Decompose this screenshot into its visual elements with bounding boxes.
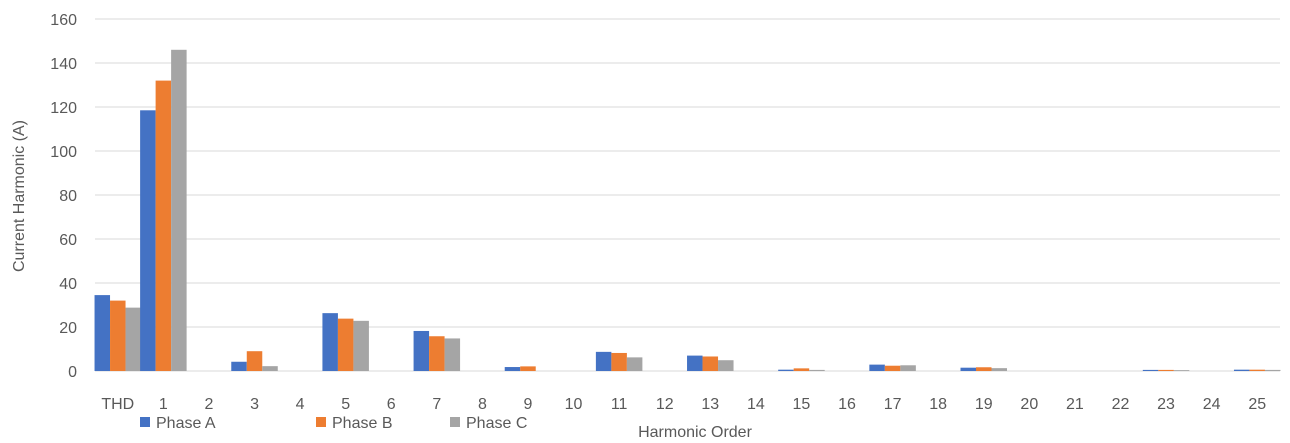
legend-swatch (140, 417, 150, 427)
x-tick-label: 13 (701, 396, 719, 413)
bar-phase-b (155, 80, 172, 371)
bar-phase-c (171, 49, 187, 372)
legend-label: Phase B (332, 415, 392, 432)
bar-phase-b (520, 366, 536, 371)
bar-phase-a (960, 367, 976, 371)
bar-phase-b (976, 367, 992, 371)
x-tick-label: 15 (793, 396, 811, 413)
bar-phase-b (1158, 369, 1174, 371)
bar-phase-a (778, 369, 794, 371)
x-tick-label: 23 (1157, 396, 1175, 413)
bar-phase-b (611, 352, 627, 371)
x-tick-label: 9 (524, 396, 533, 413)
bar-phase-b (1249, 369, 1265, 371)
bar-phase-c (1264, 369, 1281, 371)
bar-phase-a (1233, 369, 1250, 371)
bar-phase-b (702, 356, 719, 371)
bar-phase-b (884, 365, 901, 371)
x-tick-label: 20 (1020, 396, 1038, 413)
y-tick-label: 0 (68, 364, 77, 381)
bar-phase-c (262, 366, 278, 371)
x-tick-label: 8 (478, 396, 487, 413)
x-tick-label: 17 (884, 396, 902, 413)
bar-phase-a (504, 367, 521, 371)
y-tick-label: 40 (59, 276, 77, 293)
y-tick-label: 120 (50, 100, 77, 117)
x-tick-label: 25 (1248, 396, 1266, 413)
bar-phase-a (869, 364, 885, 371)
x-tick-label: 21 (1066, 396, 1084, 413)
legend-label: Phase C (466, 415, 527, 432)
gridlines (95, 18, 1280, 372)
bar-phase-a (322, 313, 338, 371)
y-tick-label: 100 (50, 144, 77, 161)
x-tick-label: 4 (296, 396, 305, 413)
x-tick-label: 18 (929, 396, 947, 413)
y-axis-title: Current Harmonic (A) (11, 120, 28, 272)
x-tick-label: 19 (975, 396, 993, 413)
bar-phase-b (793, 368, 810, 371)
x-tick-label: 6 (387, 396, 396, 413)
y-tick-labels: 0 20 40 60 80 100 120 140 160 (50, 12, 77, 381)
bar-phase-a (231, 361, 247, 371)
bar-phase-c (900, 365, 916, 371)
y-tick-label: 60 (59, 232, 77, 249)
bar-phase-c (718, 360, 734, 371)
y-tick-label: 80 (59, 188, 77, 205)
bar-phase-b (246, 351, 263, 371)
x-tick-label: 12 (656, 396, 674, 413)
x-tick-label: 1 (159, 396, 168, 413)
bar-phase-c (125, 307, 142, 371)
bar-phase-a (1142, 369, 1159, 371)
bar-phase-c (1173, 370, 1190, 371)
x-tick-label: 10 (565, 396, 583, 413)
y-tick-label: 160 (50, 12, 77, 29)
x-tick-label: 2 (204, 396, 213, 413)
bar-phase-c (444, 338, 461, 371)
x-tick-label: 16 (838, 396, 856, 413)
legend-swatch (316, 417, 326, 427)
bar-phase-c (626, 357, 643, 371)
x-tick-label: 11 (611, 396, 628, 413)
x-tick-label: 5 (341, 396, 350, 413)
legend-label: Phase A (156, 415, 216, 432)
bar-phase-b (337, 318, 354, 371)
bars (94, 49, 1281, 372)
x-tick-label: 3 (250, 396, 259, 413)
bar-phase-b (110, 300, 126, 371)
legend: Phase A Phase B Phase C (140, 415, 527, 432)
bar-phase-b (429, 336, 445, 371)
bar-phase-a (94, 295, 111, 371)
y-tick-label: 140 (50, 56, 77, 73)
bar-phase-a (413, 330, 430, 371)
x-tick-label: 7 (432, 396, 441, 413)
bar-phase-a (687, 355, 703, 371)
x-tick-label: 24 (1203, 396, 1221, 413)
x-tick-label: 22 (1112, 396, 1130, 413)
y-tick-label: 20 (59, 320, 77, 337)
bar-phase-a (595, 351, 612, 371)
x-tick-label: 14 (747, 396, 765, 413)
x-tick-label: THD (101, 396, 134, 413)
bar-phase-c (353, 320, 369, 371)
bar-phase-c (809, 369, 825, 371)
legend-swatch (450, 417, 460, 427)
bar-phase-a (140, 110, 156, 372)
bar-phase-c (991, 368, 1007, 371)
x-tick-labels: THD 1 2 3 4 5 6 7 8 9 10 11 12 13 14 15 16 17 18 19 20 21 22 23… (101, 396, 1266, 413)
x-axis-title: Harmonic Order (638, 424, 752, 441)
